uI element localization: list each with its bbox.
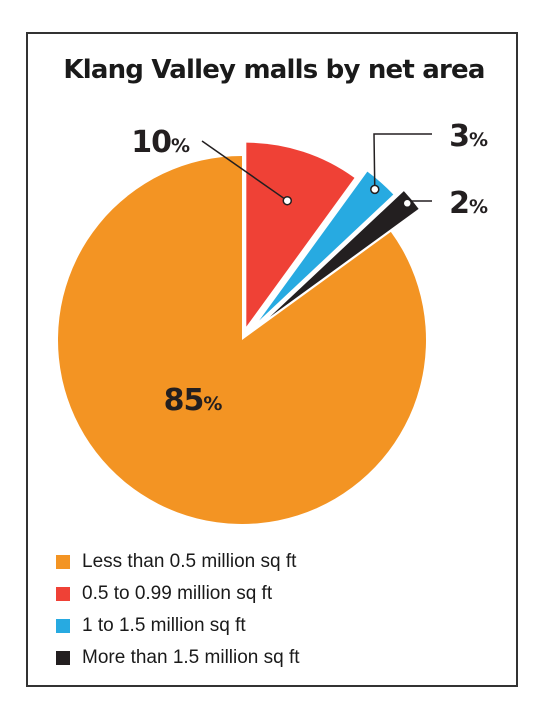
pie-slice-0	[57, 156, 426, 524]
pie-slice-1	[246, 142, 355, 327]
pie-slice-3	[269, 191, 419, 318]
data-label-10: 10%	[131, 125, 190, 160]
data-label-2: 2%	[449, 186, 488, 221]
data-label-3: 3%	[449, 119, 488, 154]
data-labels: 85% 10% 3% 2%	[131, 119, 488, 418]
leader-3	[373, 133, 432, 190]
legend-swatch	[56, 555, 70, 569]
legend-label: More than 1.5 million sq ft	[82, 647, 300, 668]
legend-item-0-5-to-0-99: 0.5 to 0.99 million sq ft	[56, 578, 300, 610]
pie-slice-2	[259, 171, 394, 321]
leader-3-dot	[370, 184, 380, 195]
legend-label: 1 to 1.5 million sq ft	[82, 615, 246, 636]
legend-item-more-than-1-5: More than 1.5 million sq ft	[56, 642, 300, 674]
leader-2-dot	[402, 198, 413, 209]
chart-title: Klang Valley malls by net area	[63, 55, 485, 85]
legend-item-less-than-0-5: Less than 0.5 million sq ft	[56, 546, 300, 578]
legend-swatch	[56, 651, 70, 665]
legend-label: 0.5 to 0.99 million sq ft	[82, 583, 273, 604]
legend-item-1-to-1-5: 1 to 1.5 million sq ft	[56, 610, 300, 642]
legend-label: Less than 0.5 million sq ft	[82, 551, 297, 572]
leader-10-dot	[282, 195, 293, 206]
pie-slices	[57, 142, 426, 524]
legend: Less than 0.5 million sq ft 0.5 to 0.99 …	[56, 546, 300, 674]
leader-10	[201, 140, 288, 202]
leader-lines	[201, 133, 432, 209]
data-label-85: 85%	[164, 383, 223, 418]
legend-swatch	[56, 587, 70, 601]
legend-swatch	[56, 619, 70, 633]
